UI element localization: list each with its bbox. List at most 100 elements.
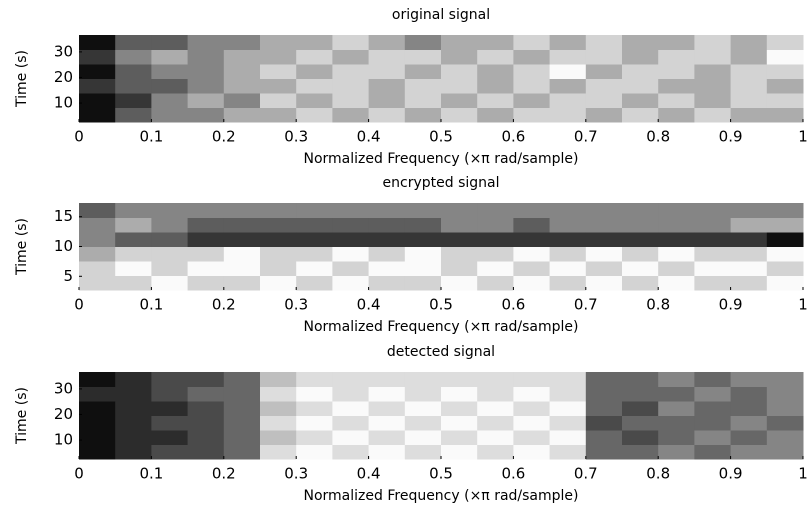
heatmap-cell bbox=[513, 246, 551, 262]
heatmap-cell bbox=[441, 217, 478, 233]
heatmap-cell bbox=[622, 49, 659, 65]
heatmap-cell bbox=[477, 217, 514, 233]
x-tick-label: 0.9 bbox=[719, 128, 743, 146]
heatmap-cell bbox=[115, 401, 152, 416]
heatmap-cell bbox=[585, 64, 623, 79]
heatmap-cell bbox=[694, 64, 732, 79]
heatmap-cell bbox=[694, 232, 732, 247]
heatmap-cell bbox=[187, 217, 225, 233]
heatmap-cell bbox=[187, 275, 225, 291]
heatmap-cell bbox=[477, 93, 514, 108]
y-tick-label: 5 bbox=[63, 267, 73, 285]
heatmap-cell bbox=[115, 444, 152, 460]
heatmap-cell bbox=[585, 275, 623, 291]
heatmap-cell bbox=[404, 275, 442, 291]
x-tick-label: 0.2 bbox=[212, 465, 236, 483]
heatmap-cell bbox=[766, 35, 804, 50]
heatmap-cell bbox=[332, 78, 370, 94]
heatmap-cell bbox=[622, 415, 659, 431]
heatmap-cell bbox=[332, 430, 370, 445]
heatmap-cell bbox=[549, 386, 587, 402]
heatmap-cell bbox=[260, 232, 297, 247]
x-axis-label: Normalized Frequency (×π rad/sample) bbox=[304, 319, 579, 335]
heatmap-cell bbox=[658, 78, 695, 94]
heatmap-cell bbox=[332, 93, 370, 108]
x-tick-label: 0.4 bbox=[357, 465, 381, 483]
x-tick-label: 1 bbox=[798, 296, 808, 314]
heatmap-cell bbox=[404, 64, 442, 79]
heatmap-cell bbox=[585, 401, 623, 416]
heatmap-cell bbox=[260, 49, 297, 65]
heatmap-cell bbox=[766, 78, 804, 94]
heatmap-cell bbox=[694, 49, 732, 65]
x-tick-label: 0.5 bbox=[429, 465, 453, 483]
heatmap-cell bbox=[187, 386, 225, 402]
heatmap-cell bbox=[151, 261, 189, 276]
heatmap-cell bbox=[730, 232, 768, 247]
heatmap-cell bbox=[549, 444, 587, 460]
heatmap-cell bbox=[622, 261, 659, 276]
heatmap-cell bbox=[585, 232, 623, 247]
heatmap-cell bbox=[151, 93, 189, 108]
heatmap-cell bbox=[477, 401, 514, 416]
heatmap-cell bbox=[115, 78, 152, 94]
heatmap-cell bbox=[766, 246, 804, 262]
heatmap-cell bbox=[441, 401, 478, 416]
heatmap-cell bbox=[151, 35, 189, 50]
heatmap-cell bbox=[79, 444, 116, 460]
heatmap-cell bbox=[115, 64, 152, 79]
heatmap-cell bbox=[223, 232, 261, 247]
x-tick-label: 0.3 bbox=[284, 465, 308, 483]
heatmap-cell bbox=[658, 444, 695, 460]
heatmap-cell bbox=[368, 430, 406, 445]
heatmap-cell bbox=[658, 386, 695, 402]
heatmap-cell bbox=[115, 246, 152, 262]
heatmap-cell bbox=[368, 275, 406, 291]
heatmap-cell bbox=[151, 372, 189, 387]
heatmap-cell bbox=[296, 372, 333, 387]
heatmap-cell bbox=[404, 261, 442, 276]
heatmap-cell bbox=[332, 49, 370, 65]
heatmap-cell bbox=[694, 430, 732, 445]
x-tick-label: 0.1 bbox=[139, 296, 163, 314]
heatmap-cell bbox=[730, 246, 768, 262]
heatmap-cell bbox=[187, 64, 225, 79]
heatmap-cell bbox=[477, 203, 514, 218]
heatmap-cell bbox=[477, 415, 514, 431]
heatmap-cell bbox=[296, 415, 333, 431]
heatmap-cell bbox=[730, 386, 768, 402]
x-tick-label: 0.9 bbox=[719, 465, 743, 483]
heatmap-cell bbox=[260, 64, 297, 79]
heatmap-cell bbox=[658, 49, 695, 65]
heatmap-cell bbox=[658, 430, 695, 445]
chart-title: detected signal bbox=[387, 344, 495, 360]
heatmap-cell bbox=[296, 217, 333, 233]
heatmap-cell bbox=[513, 444, 551, 460]
x-tick-label: 0.8 bbox=[646, 465, 670, 483]
heatmap-cell bbox=[151, 430, 189, 445]
heatmap-cell bbox=[730, 93, 768, 108]
heatmap-cell bbox=[513, 49, 551, 65]
heatmap-cell bbox=[658, 217, 695, 233]
heatmap-cell bbox=[115, 107, 152, 123]
heatmap-cell bbox=[694, 401, 732, 416]
heatmap-cell bbox=[730, 261, 768, 276]
heatmap-cell bbox=[404, 232, 442, 247]
heatmap-cell bbox=[477, 78, 514, 94]
heatmap-cell bbox=[151, 64, 189, 79]
heatmap-cell bbox=[115, 415, 152, 431]
heatmap-cell bbox=[223, 35, 261, 50]
heatmap-cell bbox=[477, 386, 514, 402]
heatmap-cell bbox=[79, 49, 116, 65]
heatmap-cell bbox=[404, 415, 442, 431]
heatmap-cell bbox=[549, 246, 587, 262]
heatmap-cell bbox=[404, 430, 442, 445]
heatmap-cell bbox=[187, 93, 225, 108]
x-tick-label: 0 bbox=[74, 465, 84, 483]
heatmap-cell bbox=[441, 386, 478, 402]
heatmap-cell bbox=[296, 64, 333, 79]
heatmap-cell bbox=[223, 49, 261, 65]
heatmap-cell bbox=[404, 49, 442, 65]
heatmap-cell bbox=[260, 35, 297, 50]
heatmap-cell bbox=[332, 246, 370, 262]
